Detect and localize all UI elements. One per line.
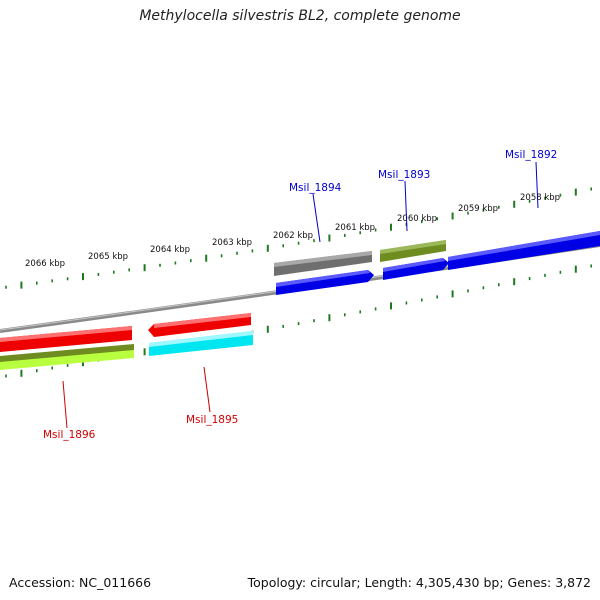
gene-msil-1894[interactable]: [274, 251, 372, 276]
kbp-label-2063: 2063 kbp: [212, 238, 252, 248]
kbp-label-2061: 2061 kbp: [335, 223, 375, 233]
gene-msil-1893[interactable]: [380, 240, 446, 262]
leader-line-msil-1895: [203, 366, 211, 413]
kbp-label-2062: 2062 kbp: [273, 231, 313, 241]
outer-tick-ring: [5, 187, 593, 289]
gene-msil-1893-cds[interactable]: [383, 258, 449, 280]
gene-msil-1892[interactable]: [448, 231, 600, 270]
kbp-label-2060: 2060 kbp: [397, 214, 437, 224]
gene-msil-1894-cds[interactable]: [276, 270, 374, 295]
leader-line-msil-1892: [535, 161, 539, 209]
leader-line-msil-1896: [62, 380, 68, 429]
kbp-label-2065: 2065 kbp: [88, 252, 128, 262]
kbp-label-2066: 2066 kbp: [25, 259, 65, 269]
gene-label-msil-1896[interactable]: Msil_1896: [43, 429, 96, 441]
leader-line-msil-1893: [404, 180, 408, 232]
accession-text: Accession: NC_011666: [9, 575, 152, 590]
leader-line-msil-1894: [312, 193, 321, 243]
gene-label-msil-1892[interactable]: Msil_1892: [505, 149, 557, 161]
gene-label-msil-1895[interactable]: Msil_1895: [186, 414, 238, 426]
gene-msil-1895-cds[interactable]: [149, 331, 253, 356]
kbp-label-2059: 2059 kbp: [458, 204, 498, 214]
genome-title: Methylocella silvestris BL2, complete ge…: [139, 8, 461, 24]
kbp-label-2058: 2058 kbp: [520, 193, 560, 203]
genome-summary-text: Topology: circular; Length: 4,305,430 bp…: [247, 575, 591, 590]
gene-label-msil-1893[interactable]: Msil_1893: [378, 169, 430, 181]
kbp-label-2064: 2064 kbp: [150, 245, 190, 255]
gene-label-msil-1894[interactable]: Msil_1894: [289, 182, 342, 194]
gene-msil-1895[interactable]: [148, 313, 251, 337]
gene-msil-1896-cds[interactable]: [0, 344, 134, 370]
gene-msil-1896[interactable]: [0, 326, 132, 352]
